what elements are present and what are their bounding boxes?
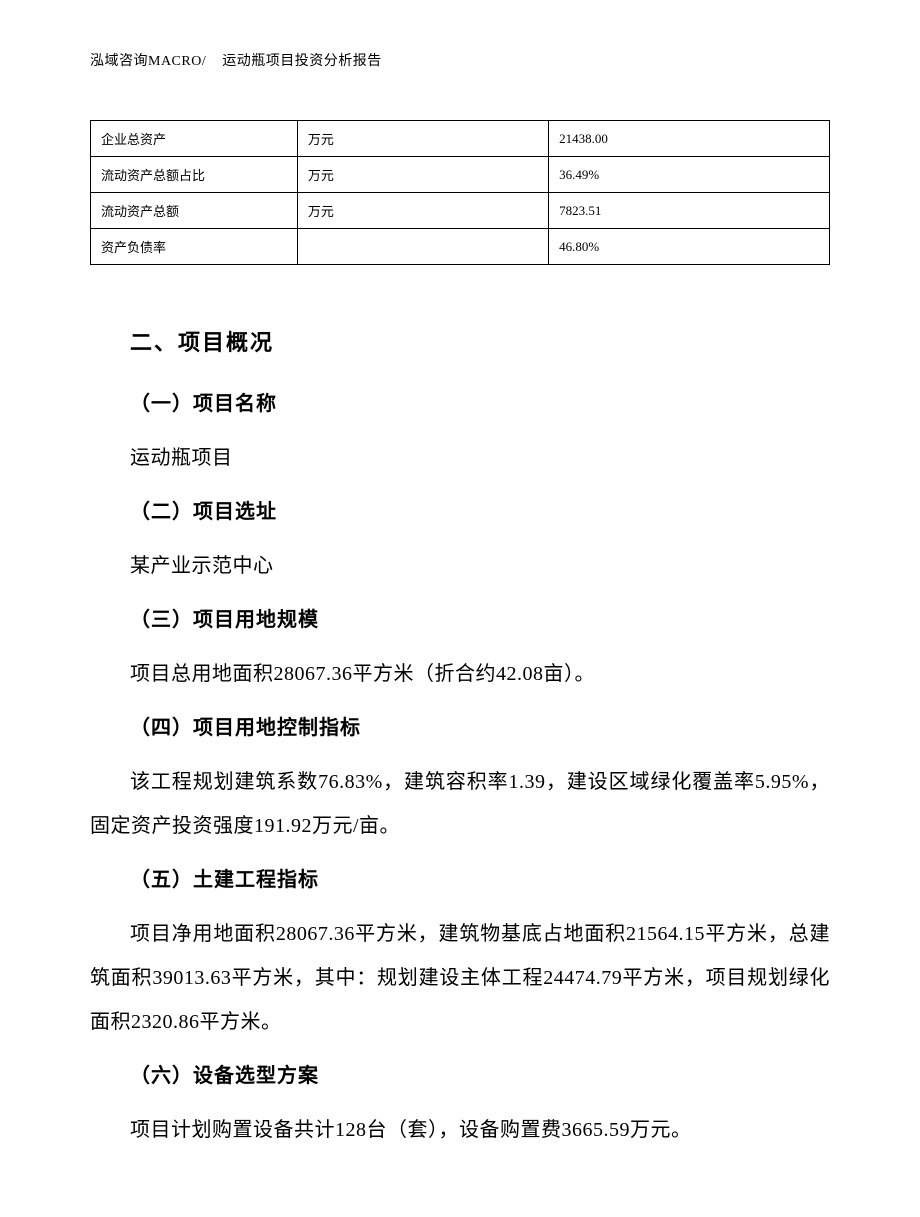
page-header: 泓域咨询MACRO/ 运动瓶项目投资分析报告 [90,50,830,70]
subsection-content-5: 项目净用地面积28067.36平方米，建筑物基底占地面积21564.15平方米，… [90,912,830,1044]
table-cell-label: 流动资产总额占比 [91,157,298,193]
section-title: 二、项目概况 [130,325,830,357]
subsection-content-1: 运动瓶项目 [130,436,830,480]
table-row: 资产负债率 46.80% [91,229,830,265]
table-cell-label: 资产负债率 [91,229,298,265]
subsection-content-3: 项目总用地面积28067.36平方米（折合约42.08亩）。 [90,652,830,696]
table-row: 流动资产总额 万元 7823.51 [91,193,830,229]
table-cell-unit [297,229,548,265]
table-cell-label: 流动资产总额 [91,193,298,229]
table-cell-unit: 万元 [297,157,548,193]
subsection-content-6: 项目计划购置设备共计128台（套），设备购置费3665.59万元。 [90,1108,830,1152]
table-row: 企业总资产 万元 21438.00 [91,121,830,157]
table-cell-value: 7823.51 [549,193,830,229]
subsection-title-1: （一）项目名称 [130,387,830,416]
page-container: 泓域咨询MACRO/ 运动瓶项目投资分析报告 企业总资产 万元 21438.00… [0,0,920,1217]
table-row: 流动资产总额占比 万元 36.49% [91,157,830,193]
table-cell-value: 46.80% [549,229,830,265]
subsection-title-3: （三）项目用地规模 [130,603,830,632]
table-cell-label: 企业总资产 [91,121,298,157]
subsection-title-6: （六）设备选型方案 [130,1059,830,1088]
subsection-content-4: 该工程规划建筑系数76.83%，建筑容积率1.39，建设区域绿化覆盖率5.95%… [90,760,830,848]
subsection-title-5: （五）土建工程指标 [130,863,830,892]
table-cell-unit: 万元 [297,193,548,229]
table-cell-value: 36.49% [549,157,830,193]
financial-table: 企业总资产 万元 21438.00 流动资产总额占比 万元 36.49% 流动资… [90,120,830,265]
header-company: 泓域咨询MACRO/ [90,54,206,69]
table-cell-value: 21438.00 [549,121,830,157]
subsection-title-2: （二）项目选址 [130,495,830,524]
subsection-title-4: （四）项目用地控制指标 [130,711,830,740]
table-cell-unit: 万元 [297,121,548,157]
subsection-content-2: 某产业示范中心 [130,544,830,588]
header-title: 运动瓶项目投资分析报告 [222,54,382,69]
